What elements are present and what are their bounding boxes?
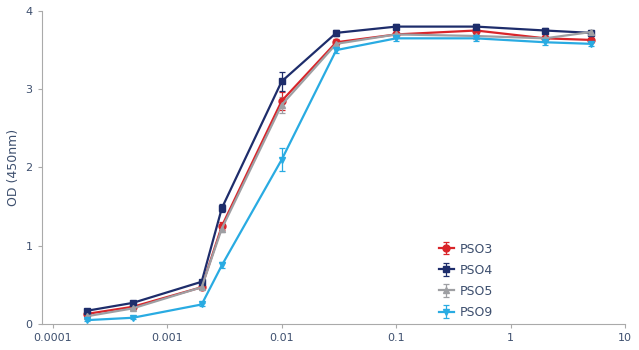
Y-axis label: OD (450nm): OD (450nm) bbox=[7, 129, 20, 206]
Legend: PSO3, PSO4, PSO5, PSO9: PSO3, PSO4, PSO5, PSO9 bbox=[439, 243, 493, 319]
